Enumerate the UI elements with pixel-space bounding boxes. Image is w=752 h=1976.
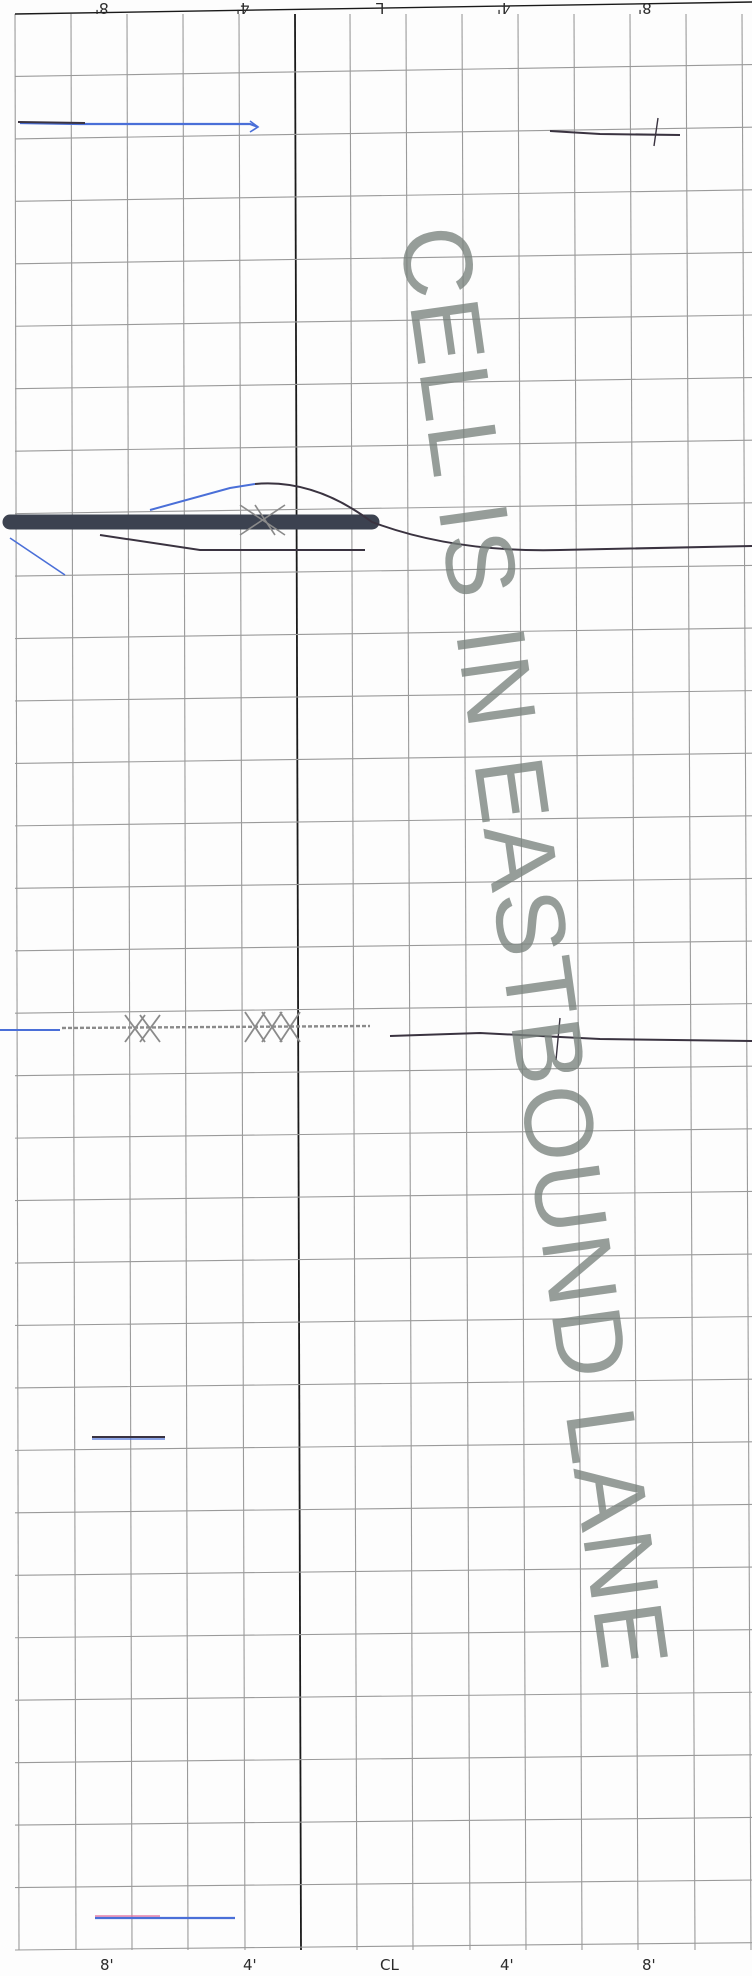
grid-vertical-line xyxy=(517,13,527,1951)
grid-horizontal-line xyxy=(14,627,752,640)
grid-horizontal-line xyxy=(14,1065,752,1077)
grid-horizontal-line xyxy=(14,1378,752,1389)
grid-vertical-line xyxy=(461,13,471,1951)
pencil-cross-mark xyxy=(239,504,286,536)
grid-vertical-line xyxy=(126,13,133,1951)
top-axis-label-centerline: L xyxy=(376,0,385,17)
grid-horizontal-line xyxy=(14,189,752,202)
grid-vertical-line xyxy=(629,13,639,1951)
bottom-axis-label-centerline: CL xyxy=(380,1956,399,1974)
grid-horizontal-line xyxy=(14,377,752,390)
grid-vertical-line xyxy=(405,13,414,1951)
bottom-axis-label-left-8ft: 8' xyxy=(100,1956,114,1974)
grid-horizontal-line xyxy=(14,1253,752,1264)
dark-ink-stroke xyxy=(99,534,365,551)
dark-ink-tick xyxy=(555,1017,561,1061)
grid-horizontal-line xyxy=(14,251,752,265)
pencil-stroke xyxy=(61,1024,371,1030)
dark-ink-stroke xyxy=(389,1031,752,1042)
grid-horizontal-line xyxy=(14,564,752,577)
pencil-cross-mark xyxy=(244,1011,301,1043)
grid-horizontal-line xyxy=(14,1942,752,1951)
bottom-axis-label-left-4ft: 4' xyxy=(243,1956,257,1974)
grid-horizontal-line xyxy=(14,1754,752,1764)
grid-horizontal-line xyxy=(14,1879,752,1889)
bottom-axis-label-right-4ft: 4' xyxy=(500,1956,514,1974)
grid-vertical-line xyxy=(14,13,20,1951)
blue-ink-stroke xyxy=(9,537,66,576)
grid-horizontal-line xyxy=(14,1566,752,1576)
centerline xyxy=(294,13,302,1951)
grid-horizontal-line xyxy=(14,126,752,140)
grid-horizontal-line xyxy=(14,1816,752,1826)
grid-horizontal-line xyxy=(14,940,752,952)
grid-horizontal-line xyxy=(14,690,752,702)
grid-horizontal-line xyxy=(14,1003,752,1014)
dark-ink-stroke xyxy=(549,130,681,136)
grid-vertical-line xyxy=(70,13,77,1951)
grid-horizontal-line xyxy=(14,1503,752,1514)
grid-horizontal-line xyxy=(14,1629,752,1639)
grid-vertical-line xyxy=(685,13,696,1951)
blue-ink-arrow xyxy=(249,120,260,133)
grid-horizontal-line xyxy=(14,314,752,327)
grid-vertical-line xyxy=(182,13,189,1951)
pencil-cross-mark xyxy=(124,1014,161,1043)
blue-ink-stroke xyxy=(19,121,259,129)
top-axis-label-left-8ft: 8' xyxy=(95,0,109,17)
grid-vertical-line xyxy=(238,13,246,1951)
grid-horizontal-line xyxy=(14,64,752,78)
grid-horizontal-line xyxy=(14,1441,752,1451)
grid-vertical-line xyxy=(741,13,752,1951)
grid-horizontal-line xyxy=(14,1190,752,1202)
top-axis-label-right-4ft: 4' xyxy=(497,0,511,17)
grid-horizontal-line xyxy=(14,752,752,764)
grid-vertical-line xyxy=(349,13,358,1951)
top-axis-label-left-4ft: 4' xyxy=(236,0,250,17)
dark-ink-stroke xyxy=(17,121,86,124)
grid-horizontal-line xyxy=(14,877,752,889)
grid-horizontal-line xyxy=(14,1691,752,1701)
grid-horizontal-line xyxy=(14,815,752,827)
bottom-axis-label-right-8ft: 8' xyxy=(642,1956,656,1974)
blue-ink-stroke xyxy=(149,483,256,511)
top-axis-label-right-8ft: 8' xyxy=(638,0,652,17)
dark-ink-curve xyxy=(254,482,752,552)
dark-ink-tick xyxy=(653,117,659,147)
grid-horizontal-line xyxy=(14,1,752,15)
grid-vertical-line xyxy=(573,13,583,1951)
grid-horizontal-line xyxy=(14,439,752,452)
grid-horizontal-line xyxy=(14,1316,752,1327)
grid-horizontal-line xyxy=(14,1128,752,1139)
grid-horizontal-line xyxy=(14,502,752,515)
